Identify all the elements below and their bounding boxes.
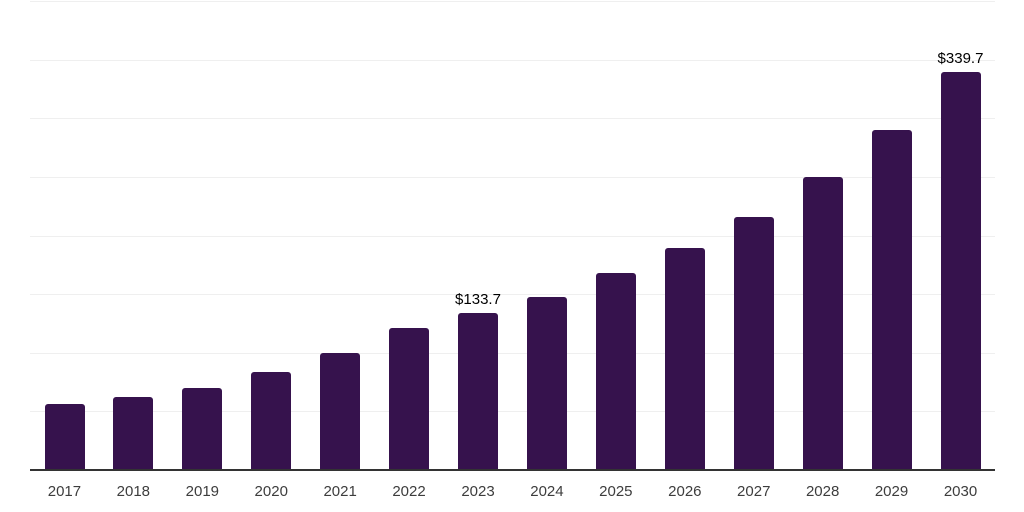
x-tick-label-2030: 2030 [943, 483, 978, 500]
bar-2019 [182, 387, 223, 470]
x-axis-line [30, 469, 995, 471]
bar-2025 [595, 273, 636, 470]
bar-2023 [458, 313, 498, 470]
gridline [30, 411, 995, 413]
bar-2029 [871, 130, 912, 470]
gridline [30, 118, 995, 120]
x-tick-label-2027: 2027 [737, 483, 771, 500]
x-tick-label-2017: 2017 [47, 483, 82, 500]
x-tick-label-2025: 2025 [599, 483, 633, 500]
bar-2018 [113, 397, 154, 470]
x-tick-label-2026: 2026 [668, 483, 702, 500]
bar-2022 [389, 328, 430, 470]
gridline [30, 59, 995, 61]
bar-2020 [251, 371, 292, 470]
bar-2021 [320, 352, 361, 471]
x-tick-label-2020: 2020 [254, 483, 288, 500]
bar-2030 [940, 71, 981, 470]
gridline [30, 1, 995, 2]
bar-2026 [664, 248, 705, 470]
gridline [30, 352, 995, 354]
x-tick-label-2018: 2018 [116, 483, 151, 500]
bar-2017 [44, 404, 85, 470]
bar-2027 [733, 216, 774, 470]
bar-2024 [527, 296, 567, 470]
bar-value-label-2023: $133.7 [455, 291, 501, 309]
x-tick-label-2029: 2029 [874, 483, 909, 500]
bar-2028 [802, 176, 843, 470]
bar-value-label-2030: $339.7 [937, 49, 984, 67]
gridline [30, 235, 995, 237]
x-tick-label-2023: 2023 [461, 483, 495, 500]
gridline [30, 294, 995, 296]
x-tick-label-2021: 2021 [323, 483, 357, 500]
gridline [30, 176, 995, 178]
x-tick-label-2028: 2028 [805, 483, 840, 500]
x-tick-label-2022: 2022 [392, 483, 426, 500]
x-tick-label-2019: 2019 [185, 483, 220, 500]
x-tick-label-2024: 2024 [530, 483, 564, 500]
